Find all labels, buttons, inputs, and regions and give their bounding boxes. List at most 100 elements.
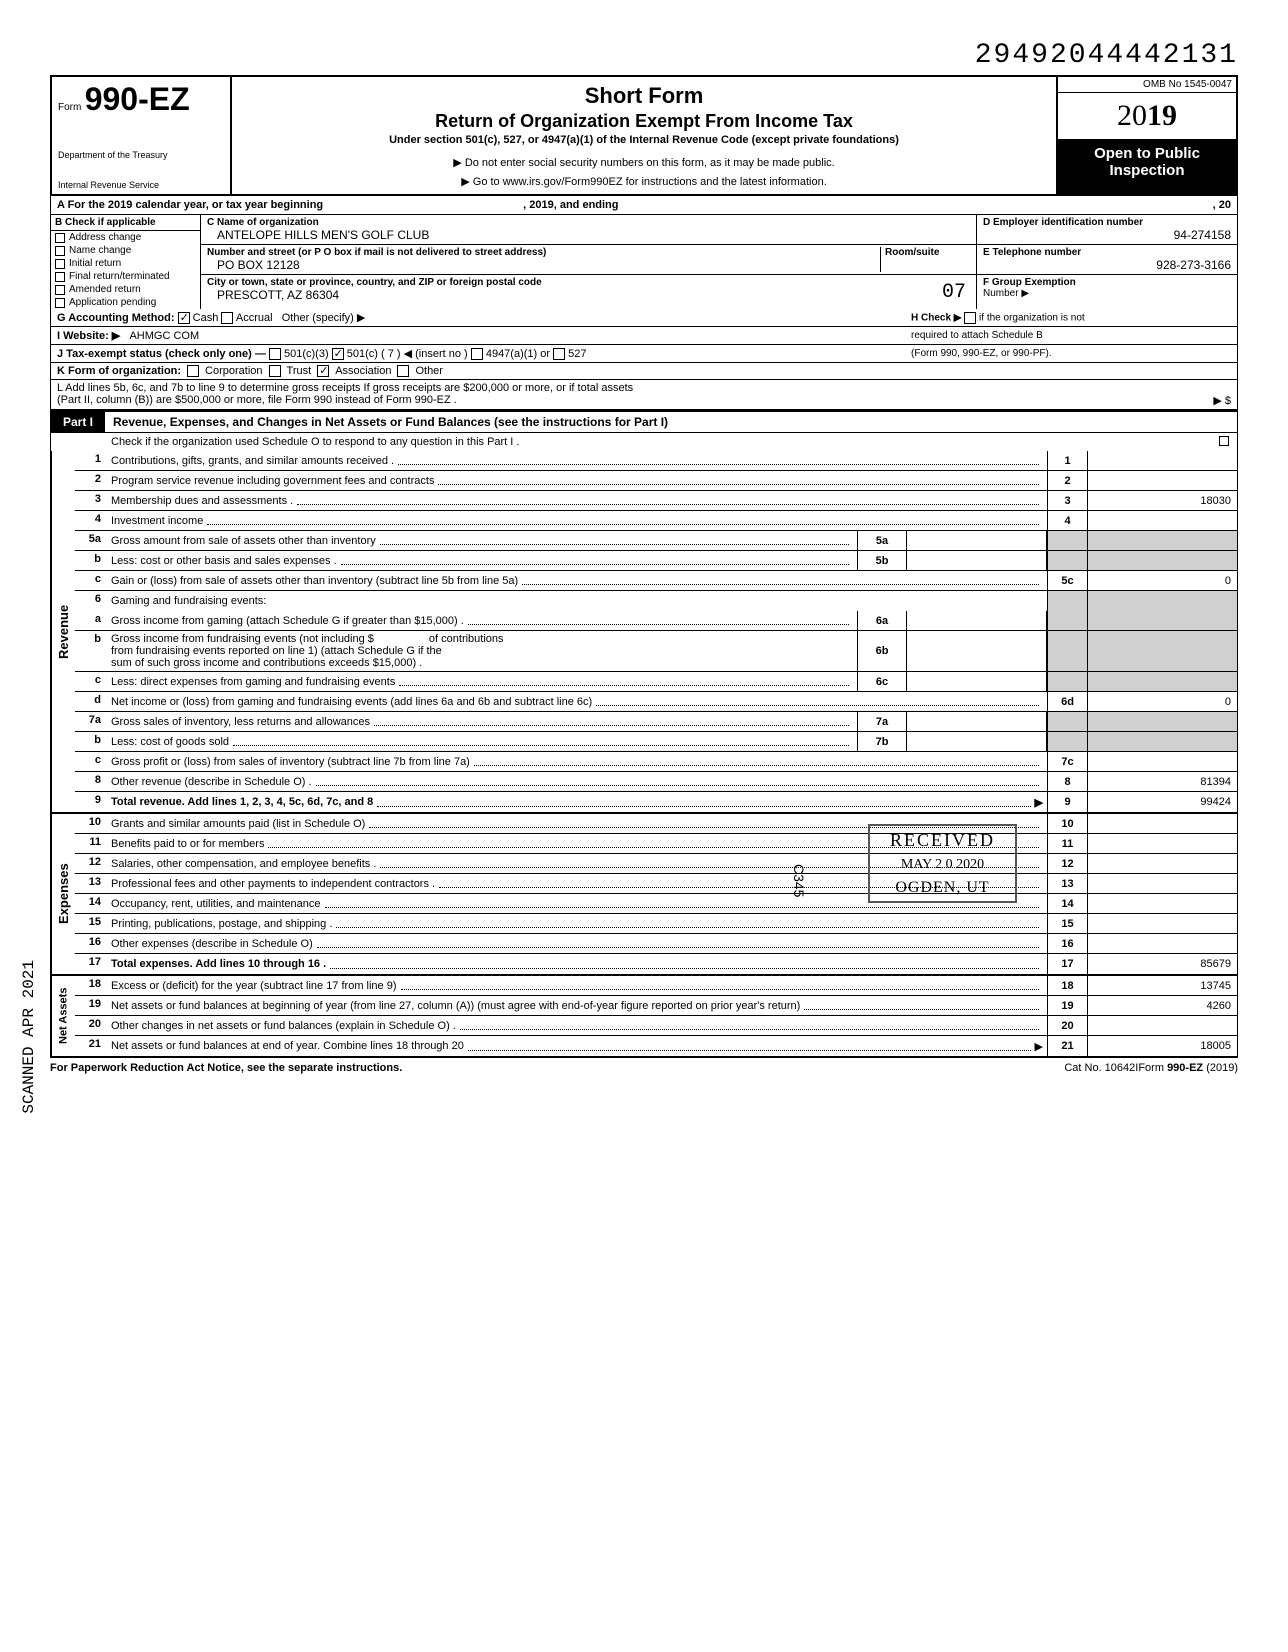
line-16: 16 Other expenses (describe in Schedule … — [75, 934, 1237, 954]
line-1: 1 Contributions, gifts, grants, and simi… — [75, 451, 1237, 471]
line-box-shaded — [1047, 611, 1087, 630]
section-bcde: B Check if applicable Address change Nam… — [50, 215, 1238, 309]
form-header: Form 990-EZ Department of the Treasury I… — [50, 75, 1238, 196]
h-text3: (Form 990, 990-EZ, or 990-PF). — [911, 348, 1231, 359]
4947-label: 4947(a)(1) or — [486, 348, 550, 360]
room-label: Room/suite — [885, 247, 970, 258]
line-value-shaded — [1087, 551, 1237, 570]
line-box: 3 — [1047, 491, 1087, 510]
chk-amended-return[interactable]: Amended return — [51, 283, 200, 296]
chk-trust[interactable] — [269, 365, 281, 377]
city-stamp: 07 — [942, 281, 966, 304]
line-value-shaded — [1087, 672, 1237, 691]
h-label: H Check ▶ — [911, 312, 961, 323]
chk-association[interactable] — [317, 365, 329, 377]
title-short-form: Short Form — [242, 83, 1046, 109]
line-num: 15 — [75, 914, 107, 933]
chk-address-change[interactable]: Address change — [51, 231, 200, 244]
line-text: Grants and similar amounts paid (list in… — [107, 814, 1047, 833]
chk-4947[interactable] — [471, 348, 483, 360]
line-text: Less: direct expenses from gaming and fu… — [107, 672, 857, 691]
line-text: Gain or (loss) from sale of assets other… — [107, 571, 1047, 590]
line-box-shaded — [1047, 551, 1087, 570]
line-box-shaded — [1047, 712, 1087, 731]
line-text: Less: cost of goods sold — [107, 732, 857, 751]
line-13: 13 Professional fees and other payments … — [75, 874, 1237, 894]
line-box: 18 — [1047, 976, 1087, 995]
part1-sub: Check if the organization used Schedule … — [50, 433, 1238, 451]
chk-corporation[interactable] — [187, 365, 199, 377]
line-18: 18 Excess or (deficit) for the year (sub… — [75, 976, 1237, 996]
line-17: 17 Total expenses. Add lines 10 through … — [75, 954, 1237, 974]
line-9: 9 Total revenue. Add lines 1, 2, 3, 4, 5… — [75, 792, 1237, 812]
line-box-shaded — [1047, 631, 1087, 671]
title-return: Return of Organization Exempt From Incom… — [242, 111, 1046, 132]
line-text: Benefits paid to or for members — [107, 834, 1047, 853]
line-12: 12 Salaries, other compensation, and emp… — [75, 854, 1237, 874]
chk-application-pending[interactable]: Application pending — [51, 296, 200, 309]
row-l-line1: L Add lines 5b, 6c, and 7b to line 9 to … — [57, 382, 1231, 394]
org-name-label: C Name of organization — [207, 217, 970, 228]
expenses-side-label: Expenses — [51, 814, 75, 974]
row-k-form-org: K Form of organization: Corporation Trus… — [50, 363, 1238, 380]
line-box-shaded — [1047, 672, 1087, 691]
line-num: b — [75, 631, 107, 671]
org-name-value: ANTELOPE HILLS MEN'S GOLF CLUB — [207, 228, 970, 242]
footer: For Paperwork Reduction Act Notice, see … — [50, 1058, 1238, 1078]
row-a-mid: , 2019, and ending — [523, 199, 618, 211]
line-text: Professional fees and other payments to … — [107, 874, 1047, 893]
scanned-stamp: SCANNED APR 2021 — [20, 960, 38, 1114]
line-value — [1087, 451, 1237, 470]
chk-schedule-o[interactable] — [1219, 436, 1229, 446]
line-value — [1087, 934, 1237, 953]
chk-accrual[interactable] — [221, 312, 233, 324]
tel-label: E Telephone number — [983, 247, 1231, 258]
line-4: 4 Investment income 4 — [75, 511, 1237, 531]
subtitle: Under section 501(c), 527, or 4947(a)(1)… — [242, 134, 1046, 146]
line-15: 15 Printing, publications, postage, and … — [75, 914, 1237, 934]
line-box: 8 — [1047, 772, 1087, 791]
line-num: 1 — [75, 451, 107, 470]
chk-final-return[interactable]: Final return/terminated — [51, 270, 200, 283]
chk-name-change[interactable]: Name change — [51, 244, 200, 257]
chk-501c[interactable] — [332, 348, 344, 360]
col-b-checkboxes: B Check if applicable Address change Nam… — [51, 215, 201, 309]
line-box: 1 — [1047, 451, 1087, 470]
header-right: OMB No 1545-0047 2019 Open to Public Ins… — [1056, 77, 1236, 194]
line-text: Membership dues and assessments . — [107, 491, 1047, 510]
chk-cash[interactable] — [178, 312, 190, 324]
line-text: Other changes in net assets or fund bala… — [107, 1016, 1047, 1035]
line-text: Net assets or fund balances at end of ye… — [107, 1036, 1047, 1056]
line-num: 14 — [75, 894, 107, 913]
line-value — [1087, 894, 1237, 913]
accrual-label: Accrual — [236, 312, 273, 324]
netassets-lines: 18 Excess or (deficit) for the year (sub… — [75, 976, 1237, 1056]
chk-label: Application pending — [69, 297, 156, 308]
chk-501c3[interactable] — [269, 348, 281, 360]
inner-val — [907, 631, 1047, 671]
line-value — [1087, 471, 1237, 490]
line-5c: c Gain or (loss) from sale of assets oth… — [75, 571, 1237, 591]
line-box: 6d — [1047, 692, 1087, 711]
line-num: 13 — [75, 874, 107, 893]
chk-other-org[interactable] — [397, 365, 409, 377]
line-value-shaded — [1087, 531, 1237, 550]
row-i-website: I Website: ▶ AHMGC COM required to attac… — [50, 327, 1238, 345]
accounting-label: G Accounting Method: — [57, 312, 175, 324]
dept-treasury: Department of the Treasury — [58, 150, 224, 160]
association-label: Association — [335, 365, 391, 377]
line-5b: b Less: cost or other basis and sales ex… — [75, 551, 1237, 571]
line-6c: c Less: direct expenses from gaming and … — [75, 672, 1237, 692]
city-value: PRESCOTT, AZ 86304 — [207, 288, 970, 302]
line-num: 12 — [75, 854, 107, 873]
chk-initial-return[interactable]: Initial return — [51, 257, 200, 270]
chk-527[interactable] — [553, 348, 565, 360]
line-text: Total expenses. Add lines 10 through 16 … — [107, 954, 1047, 974]
line-box: 5c — [1047, 571, 1087, 590]
grp-label2: Number ▶ — [983, 288, 1231, 299]
line-box-shaded — [1047, 732, 1087, 751]
chk-h[interactable] — [964, 312, 976, 324]
row-g-accounting: G Accounting Method: Cash Accrual Other … — [50, 309, 1238, 327]
line-text: Gross income from gaming (attach Schedul… — [107, 611, 857, 630]
line-num: 19 — [75, 996, 107, 1015]
